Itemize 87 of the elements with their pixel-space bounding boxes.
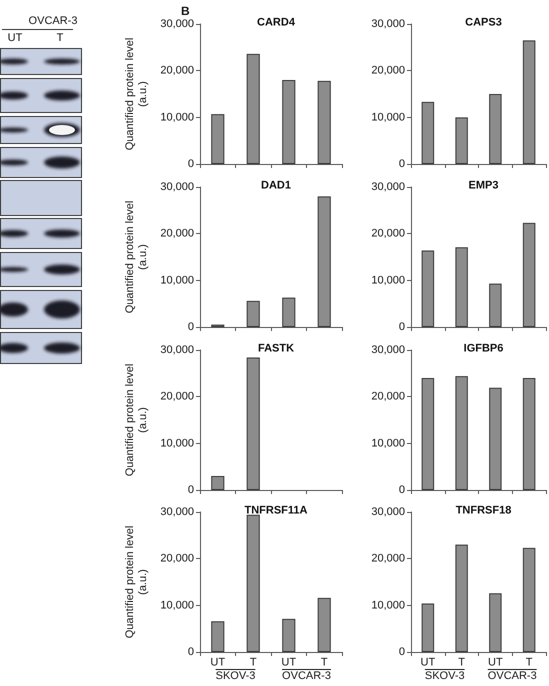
y-tick-label: 10,000 [371, 274, 405, 286]
bar [246, 300, 260, 327]
bar [522, 548, 536, 652]
text: OVCAR-3 [28, 15, 78, 28]
bar [211, 114, 224, 164]
bar [422, 102, 434, 164]
bar [422, 378, 434, 490]
text: OVCAR-3 [488, 670, 537, 683]
y-tick-label: 10,000 [371, 599, 405, 612]
chart-title: EMP3 [468, 180, 498, 192]
y-tick-label: 30,000 [371, 181, 405, 193]
x-tick-label: UT [210, 656, 226, 668]
bar [522, 378, 536, 490]
category-label: T [56, 32, 64, 45]
bar [455, 247, 468, 327]
y-tick-label: 0 [188, 484, 194, 496]
y-tick-label: 20,000 [160, 64, 194, 77]
text: SKOV-3 [424, 670, 465, 683]
bar [282, 80, 296, 164]
y-tick-label: 20,000 [160, 228, 194, 240]
bar [489, 593, 502, 652]
chart-title: DAD1 [261, 180, 291, 192]
y-tick-label: 30,000 [160, 344, 194, 356]
y-tick-label: 10,000 [160, 599, 194, 612]
y-tick-label: 0 [398, 484, 405, 496]
y-tick-label: 20,000 [160, 552, 194, 565]
y-tick-label: 30,000 [371, 344, 405, 356]
y-tick-label: 10,000 [160, 274, 194, 286]
bar [489, 94, 502, 164]
y-tick-label: 20,000 [371, 64, 405, 77]
y-tick-label: 10,000 [160, 111, 194, 124]
x-tick-label: T [458, 656, 466, 668]
y-tick-label: 0 [188, 158, 194, 170]
bar [489, 388, 502, 490]
bar [282, 298, 296, 327]
y-tick-label: 30,000 [160, 181, 194, 193]
y-tick-label: 20,000 [371, 390, 405, 403]
chart-title: CARD4 [257, 16, 296, 28]
bar [522, 222, 536, 327]
bar [455, 117, 468, 164]
y-tick-label: 10,000 [371, 437, 405, 450]
y-tick-label: 20,000 [160, 390, 194, 403]
x-tick-label: UT [488, 656, 503, 668]
chart-title: TNFRSF11A [244, 504, 308, 516]
x-tick-label: T [526, 656, 533, 668]
bar [455, 376, 468, 490]
y-tick-label: 30,000 [160, 18, 194, 30]
bar [318, 196, 331, 327]
y-tick-label: 20,000 [371, 228, 405, 240]
y-tick-label: 0 [398, 646, 405, 658]
y-tick-label: 0 [188, 646, 194, 658]
bar [246, 514, 260, 652]
y-tick-label: 20,000 [371, 552, 405, 565]
y-tick-label: 10,000 [160, 437, 194, 450]
text: B [181, 4, 190, 18]
y-tick-label: 0 [398, 158, 405, 170]
y-tick-label: 0 [398, 321, 405, 333]
chart-title: TNFRSF18 [456, 504, 512, 516]
x-tick-label: T [250, 656, 257, 668]
y-axis-title: Quantified protein level (a.u.) [124, 364, 149, 476]
chart-title: CAPS3 [465, 16, 502, 28]
y-axis-title: Quantified protein level (a.u.) [124, 526, 149, 638]
bar [522, 40, 536, 164]
bar [422, 250, 434, 327]
bar [318, 598, 331, 652]
category-label: UT [8, 32, 22, 45]
y-tick-label: 30,000 [371, 506, 405, 518]
bar [211, 621, 224, 652]
y-axis-title: Quantified protein level (a.u.) [124, 200, 149, 314]
x-tick-label: UT [420, 656, 436, 668]
bar [422, 603, 434, 652]
x-tick-label: UT [281, 656, 296, 668]
bar [489, 284, 502, 327]
bar [318, 80, 331, 164]
chart-title: IGFBP6 [464, 342, 504, 354]
y-tick-label: 10,000 [371, 111, 405, 124]
chart-title: FASTK [258, 342, 294, 354]
y-axis-title: Quantified protein level (a.u.) [124, 38, 149, 150]
x-tick-label: T [320, 656, 328, 668]
bar [282, 618, 296, 652]
bar [455, 544, 468, 652]
y-tick-label: 30,000 [160, 506, 194, 518]
y-tick-label: 30,000 [371, 18, 405, 30]
text: SKOV-3 [216, 670, 256, 683]
text: OVCAR-3 [282, 670, 331, 683]
y-tick-label: 0 [188, 321, 194, 333]
bar [246, 54, 260, 164]
